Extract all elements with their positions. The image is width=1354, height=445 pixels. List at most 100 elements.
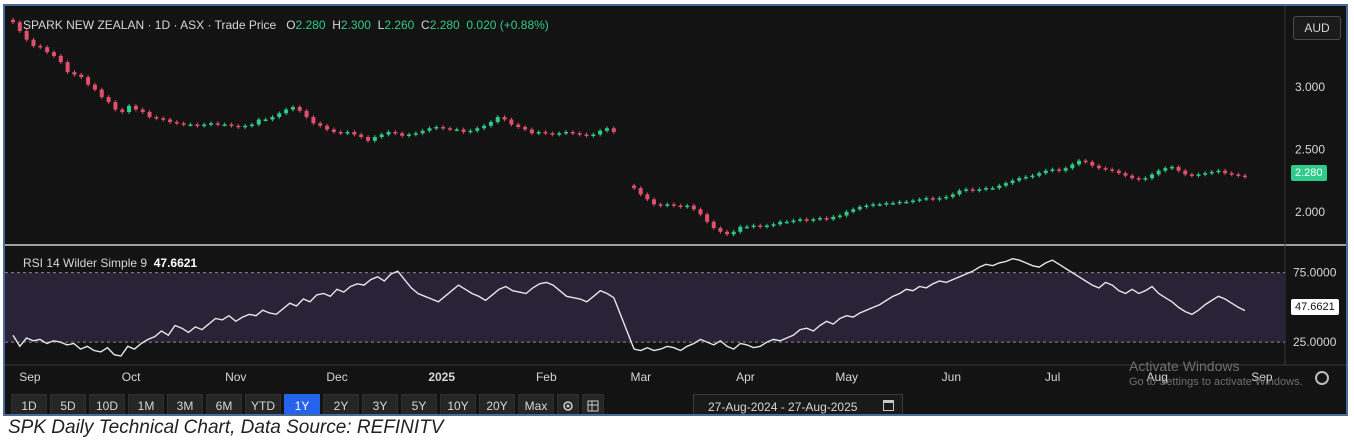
candle <box>871 202 876 208</box>
candle <box>798 217 803 223</box>
candle <box>208 121 213 127</box>
range-button-ytd[interactable]: YTD <box>245 394 281 414</box>
candle-body <box>304 110 309 118</box>
candle-body <box>604 128 609 131</box>
candle-body <box>202 124 207 127</box>
candle-body <box>147 112 152 118</box>
candle-body <box>1030 175 1035 178</box>
x-tick-label: Jun <box>942 370 961 384</box>
candle <box>529 127 534 136</box>
candle <box>550 131 555 137</box>
open-label: O <box>286 18 296 32</box>
candle <box>482 123 487 131</box>
candle-body <box>718 228 723 232</box>
candle-body <box>751 225 756 228</box>
range-button-10y[interactable]: 10Y <box>440 394 476 414</box>
chart-svg[interactable]: 3.5003.0002.5002.00075.000025.0000SepOct… <box>5 6 1346 390</box>
range-button-2y[interactable]: 2Y <box>323 394 359 414</box>
range-button-20y[interactable]: 20Y <box>479 394 515 414</box>
candle <box>1050 167 1055 173</box>
candle-body <box>570 131 575 134</box>
gear-icon[interactable] <box>557 394 579 414</box>
candle <box>591 132 596 138</box>
candle <box>950 192 955 199</box>
range-button-5y[interactable]: 5Y <box>401 394 437 414</box>
candle <box>611 126 616 134</box>
candle <box>1037 171 1042 178</box>
candle <box>215 121 220 127</box>
range-button-1d[interactable]: 1D <box>11 394 47 414</box>
candle-body <box>99 89 104 98</box>
candle <box>778 219 783 227</box>
candle-body <box>1037 173 1042 176</box>
candle <box>461 127 466 134</box>
candle-body <box>379 134 384 137</box>
candle-body <box>824 218 829 220</box>
candle-body <box>543 131 548 134</box>
candle-body <box>24 30 29 40</box>
candle-body <box>331 129 336 132</box>
range-button-10d[interactable]: 10D <box>89 394 125 414</box>
watermark-title: Activate Windows <box>1129 358 1240 374</box>
candle-body <box>550 133 555 135</box>
candle <box>120 107 125 114</box>
candle <box>632 183 637 190</box>
candle-body <box>678 205 683 208</box>
candle-body <box>904 201 909 204</box>
range-button-5d[interactable]: 5D <box>50 394 86 414</box>
range-button-1y[interactable]: 1Y <box>284 394 320 414</box>
candle <box>72 70 77 77</box>
candle <box>984 186 989 192</box>
candle <box>202 122 207 128</box>
range-button-3y[interactable]: 3Y <box>362 394 398 414</box>
candle <box>1150 172 1155 181</box>
candle <box>379 132 384 139</box>
range-button-6m[interactable]: 6M <box>206 394 242 414</box>
candle <box>311 115 316 126</box>
candle <box>79 72 84 79</box>
candle <box>1123 171 1128 178</box>
date-range-picker[interactable]: 27-Aug-2024 - 27-Aug-2025 <box>693 394 903 414</box>
candle-body <box>297 107 302 111</box>
candle-body <box>366 136 371 141</box>
candle-body <box>72 72 77 75</box>
table-icon[interactable] <box>582 394 604 414</box>
candle <box>188 122 193 127</box>
candle <box>771 222 776 228</box>
candle-body <box>434 127 439 129</box>
candle-body <box>1136 178 1141 180</box>
candle <box>1043 168 1048 176</box>
range-button-1m[interactable]: 1M <box>128 394 164 414</box>
candle-body <box>58 55 63 63</box>
price-tick-label: 3.000 <box>1295 80 1325 94</box>
candle <box>997 183 1002 190</box>
candle <box>468 128 473 134</box>
candle <box>824 216 829 222</box>
candle <box>427 126 432 133</box>
currency-button[interactable]: AUD <box>1293 16 1341 40</box>
low-value: 2.260 <box>384 18 415 32</box>
candle <box>243 123 248 129</box>
candle-body <box>738 226 743 232</box>
range-button-max[interactable]: Max <box>518 394 554 414</box>
candle-body <box>11 19 15 23</box>
candle-body <box>665 204 670 206</box>
candle-body <box>1110 169 1115 171</box>
candle-body <box>685 205 690 208</box>
last-price-badge: 2.280 <box>1291 165 1327 181</box>
candle <box>957 188 962 197</box>
candle <box>106 95 111 104</box>
candle <box>977 187 982 193</box>
settings-icon[interactable] <box>1315 371 1329 385</box>
candle <box>502 115 507 122</box>
calendar-icon[interactable] <box>883 400 894 411</box>
rsi-header: RSI 14 Wilder Simple 9 47.6621 <box>23 256 197 270</box>
range-button-3m[interactable]: 3M <box>167 394 203 414</box>
candle-body <box>705 214 710 222</box>
candle-body <box>784 221 789 224</box>
candle <box>1196 172 1201 178</box>
candle <box>1116 168 1121 176</box>
candle-body <box>222 124 227 127</box>
candle-body <box>502 117 507 120</box>
price-header: SPARK NEW ZEALAN · 1D · ASX · Trade Pric… <box>23 18 549 32</box>
